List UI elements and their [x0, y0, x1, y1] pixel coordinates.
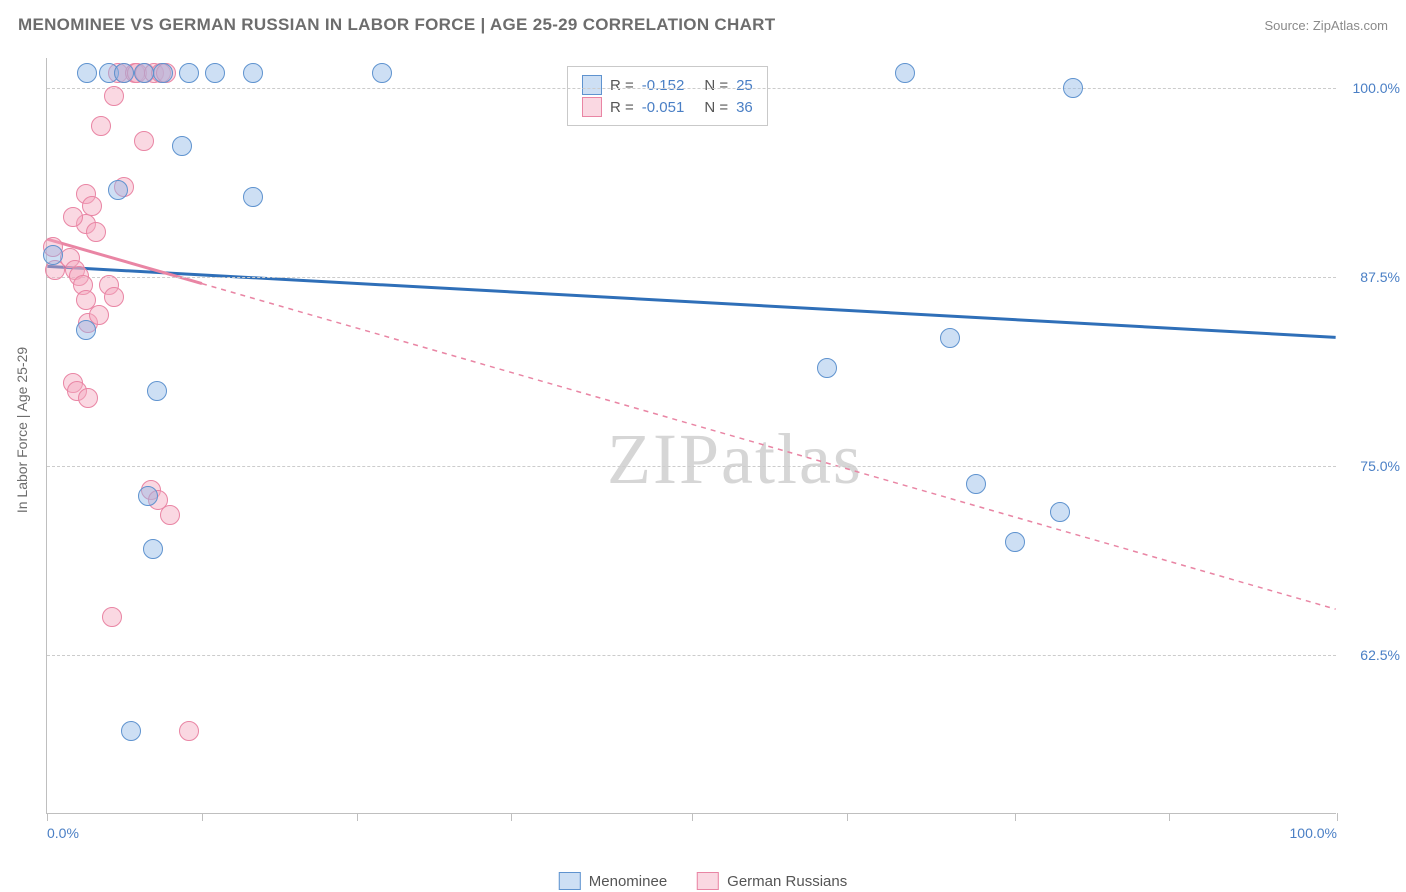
legend-label: German Russians [727, 873, 847, 890]
x-tick [202, 813, 203, 821]
y-tick-label: 100.0% [1340, 80, 1400, 96]
legend-item-menominee: Menominee [559, 872, 667, 890]
gridline [47, 277, 1336, 278]
scatter-point-menominee [77, 63, 97, 83]
x-tick [1169, 813, 1170, 821]
scatter-point-menominee [243, 63, 263, 83]
legend-swatch [697, 872, 719, 890]
scatter-point-german-russians [86, 222, 106, 242]
scatter-point-menominee [372, 63, 392, 83]
scatter-point-menominee [76, 320, 96, 340]
scatter-point-menominee [966, 474, 986, 494]
scatter-point-menominee [121, 721, 141, 741]
stat-row-menominee: R = -0.152 N = 25 [582, 75, 753, 95]
x-tick [511, 813, 512, 821]
scatter-point-menominee [243, 187, 263, 207]
y-tick-label: 87.5% [1340, 269, 1400, 285]
chart-legend: Menominee German Russians [559, 872, 847, 890]
scatter-point-menominee [940, 328, 960, 348]
scatter-point-menominee [114, 63, 134, 83]
scatter-point-menominee [817, 358, 837, 378]
scatter-point-german-russians [91, 116, 111, 136]
scatter-point-german-russians [134, 131, 154, 151]
y-tick-label: 75.0% [1340, 458, 1400, 474]
stat-n-value: 25 [736, 77, 753, 94]
watermark: ZIPatlas [607, 418, 863, 501]
stat-n-label: N = [704, 99, 728, 116]
scatter-point-menominee [43, 245, 63, 265]
x-tick [847, 813, 848, 821]
scatter-point-menominee [205, 63, 225, 83]
scatter-point-german-russians [63, 207, 83, 227]
gridline [47, 466, 1336, 467]
gridline [47, 655, 1336, 656]
scatter-point-menominee [147, 381, 167, 401]
scatter-point-menominee [143, 539, 163, 559]
gridline [47, 88, 1336, 89]
scatter-point-menominee [134, 63, 154, 83]
scatter-point-german-russians [179, 721, 199, 741]
scatter-point-menominee [1063, 78, 1083, 98]
stat-n-value: 36 [736, 99, 753, 116]
stat-r-value: -0.152 [642, 77, 685, 94]
scatter-point-menominee [179, 63, 199, 83]
x-tick [1015, 813, 1016, 821]
x-tick-label: 100.0% [1290, 825, 1337, 841]
stat-n-label: N = [704, 77, 728, 94]
legend-item-german_russians: German Russians [697, 872, 847, 890]
scatter-point-menominee [1050, 502, 1070, 522]
chart-source: Source: ZipAtlas.com [1264, 18, 1388, 33]
scatter-point-german-russians [160, 505, 180, 525]
correlation-stat-box: R = -0.152 N = 25 R = -0.051 N = 36 [567, 66, 768, 126]
legend-label: Menominee [589, 873, 667, 890]
scatter-point-menominee [108, 180, 128, 200]
chart-header: MENOMINEE VS GERMAN RUSSIAN IN LABOR FOR… [0, 0, 1406, 50]
x-tick [1337, 813, 1338, 821]
x-tick [692, 813, 693, 821]
x-tick-label: 0.0% [47, 825, 79, 841]
legend-swatch [582, 97, 602, 117]
x-tick [47, 813, 48, 821]
trend-lines [47, 58, 1336, 813]
scatter-point-menominee [153, 63, 173, 83]
y-tick-label: 62.5% [1340, 647, 1400, 663]
scatter-point-german-russians [82, 196, 102, 216]
scatter-point-german-russians [104, 86, 124, 106]
stat-r-value: -0.051 [642, 99, 685, 116]
y-axis-label: In Labor Force | Age 25-29 [14, 347, 30, 513]
plot-area: ZIPatlas R =-0.152N =25R =-0.051N =36 62… [46, 58, 1336, 814]
scatter-point-menominee [138, 486, 158, 506]
scatter-point-menominee [1005, 532, 1025, 552]
stat-r-label: R = [610, 77, 634, 94]
legend-swatch [559, 872, 581, 890]
scatter-point-german-russians [102, 607, 122, 627]
legend-swatch [582, 75, 602, 95]
chart-title: MENOMINEE VS GERMAN RUSSIAN IN LABOR FOR… [18, 15, 775, 35]
scatter-point-german-russians [104, 287, 124, 307]
stat-r-label: R = [610, 99, 634, 116]
x-tick [357, 813, 358, 821]
scatter-point-german-russians [78, 388, 98, 408]
scatter-point-menominee [172, 136, 192, 156]
stat-row-german_russians: R = -0.051 N = 36 [582, 97, 753, 117]
scatter-point-menominee [895, 63, 915, 83]
